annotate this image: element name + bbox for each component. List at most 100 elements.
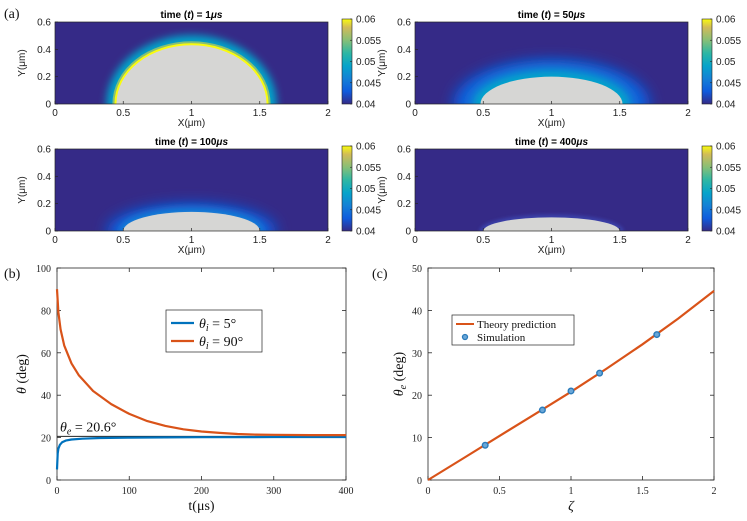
panel-title: time (t) = 100μs xyxy=(155,137,228,148)
title-value: ) = 400 xyxy=(545,137,577,148)
ylabel-sub: e xyxy=(398,384,409,389)
legend-label-theory: Theory prediction xyxy=(477,319,557,331)
y-tick-label: 40 xyxy=(412,306,422,317)
x-tick-label: 1.5 xyxy=(253,235,267,246)
x-axis-label: X(μm) xyxy=(538,118,565,129)
heatmap-t100: 0 0.5 1 1.5 2 0 0.2 0.4 0.6 X(μm) Y(μm) time (t) = … xyxy=(17,137,381,256)
title-variable: t xyxy=(542,137,546,148)
colorbar-tick-label: 0.04 xyxy=(356,227,376,238)
y-tick-label: 40 xyxy=(41,391,51,402)
x-tick-label: 300 xyxy=(266,486,281,497)
legend-sub: i xyxy=(206,341,209,352)
panel-label-b: (b) xyxy=(4,267,21,282)
y-tick-label: 0.2 xyxy=(37,72,51,83)
equilibrium-label: θe = 20.6° xyxy=(60,420,116,437)
x-tick-label: 1 xyxy=(189,108,195,119)
colorbar-tick-label: 0.06 xyxy=(716,15,736,26)
y-axis-label: Y(μm) xyxy=(377,176,388,203)
heatmap-t1: 0 0.5 1 1.5 2 0 0.2 0.4 0.6 X(μm) Y(μm) time (t) = … xyxy=(17,10,381,129)
colorbar-tick-label: 0.05 xyxy=(716,57,736,68)
simulation-point xyxy=(653,331,661,339)
colorbar-tick-label: 0.055 xyxy=(716,163,741,174)
eq-var: θ xyxy=(60,420,67,435)
ylabel-unit: (deg) xyxy=(15,354,30,387)
y-tick-label: 0 xyxy=(45,227,51,238)
x-tick-label: 1 xyxy=(549,235,555,246)
y-tick-label: 50 xyxy=(412,264,422,275)
x-tick-label: 0 xyxy=(412,235,418,246)
legend-label-simulation: Simulation xyxy=(477,332,526,344)
axes-frame xyxy=(56,267,347,481)
panel-title: time (t) = 400μs xyxy=(515,137,588,148)
x-tick-label: 1 xyxy=(569,486,574,497)
x-tick-label: 1.5 xyxy=(613,235,627,246)
colorbar-tick-label: 0.045 xyxy=(716,78,741,89)
y-tick-label: 0.2 xyxy=(397,72,411,83)
legend-box xyxy=(165,309,263,353)
x-tick-label: 1 xyxy=(549,108,555,119)
colorbar-tick-label: 0.06 xyxy=(716,142,736,153)
y-tick-label: 0.6 xyxy=(37,18,51,29)
title-value: ) = 100 xyxy=(185,137,217,148)
x-tick-label: 2 xyxy=(325,235,331,246)
simulation-point xyxy=(567,387,575,395)
title-value: ) = 1 xyxy=(191,10,212,21)
y-tick-label: 0.4 xyxy=(37,45,51,56)
y-tick-label: 20 xyxy=(412,391,422,402)
y-tick-label: 0.2 xyxy=(37,199,51,210)
title-prefix: time ( xyxy=(161,10,188,21)
ylabel-var: θ xyxy=(392,389,407,396)
title-unit: μs xyxy=(575,137,588,148)
y-tick-label: 0 xyxy=(45,100,51,111)
x-tick-label: 2 xyxy=(325,108,331,119)
y-axis-label: Y(μm) xyxy=(17,49,28,76)
colorbar-tick-label: 0.04 xyxy=(716,227,736,238)
x-tick-label: 1 xyxy=(189,235,195,246)
legend-marker-simulation xyxy=(461,333,469,341)
y-tick-label: 10 xyxy=(412,434,422,445)
x-tick-label: 100 xyxy=(122,486,137,497)
x-tick-label: 0 xyxy=(52,108,58,119)
colorbar-tick-label: 0.04 xyxy=(356,100,376,111)
title-unit: μs xyxy=(573,10,586,21)
y-tick-label: 0.6 xyxy=(397,18,411,29)
simulation-point xyxy=(596,369,604,377)
title-prefix: time ( xyxy=(518,10,545,21)
title-variable: t xyxy=(544,10,548,21)
y-tick-label: 100 xyxy=(36,264,51,275)
x-tick-label: 2 xyxy=(712,486,717,497)
y-tick-label: 60 xyxy=(41,349,51,360)
legend-var: θ xyxy=(199,335,206,350)
y-axis-label: Y(μm) xyxy=(377,49,388,76)
y-tick-label: 0.6 xyxy=(37,145,51,156)
ylabel-var: θ xyxy=(15,387,30,394)
y-axis-label: θ (deg) xyxy=(15,354,30,394)
droplet xyxy=(116,45,267,104)
plot-area xyxy=(415,149,688,231)
title-prefix: time ( xyxy=(515,137,542,148)
plot-area xyxy=(55,22,328,104)
legend-val: = 90° xyxy=(209,335,244,350)
x-tick-label: 0 xyxy=(412,108,418,119)
legend-label: θi = 90° xyxy=(199,335,243,352)
x-tick-label: 0.5 xyxy=(116,235,130,246)
y-axis-label: θe (deg) xyxy=(392,351,409,396)
x-tick-label: 0 xyxy=(52,235,58,246)
x-tick-label: 1.5 xyxy=(613,108,627,119)
x-tick-label: 0.5 xyxy=(476,235,490,246)
panel-title: time (t) = 1μs xyxy=(161,10,223,21)
y-tick-label: 0.2 xyxy=(397,199,411,210)
simulation-point xyxy=(481,441,489,449)
panel-label-c: (c) xyxy=(372,267,388,282)
title-variable: t xyxy=(187,10,191,21)
x-tick-label: 0.5 xyxy=(476,108,490,119)
legend-label: θi = 5° xyxy=(199,317,236,334)
colorbar-tick-label: 0.05 xyxy=(716,184,736,195)
x-axis-label: X(μm) xyxy=(178,245,205,256)
x-tick-label: 0.5 xyxy=(493,486,506,497)
legend-sub: i xyxy=(206,323,209,334)
droplet xyxy=(483,217,620,231)
